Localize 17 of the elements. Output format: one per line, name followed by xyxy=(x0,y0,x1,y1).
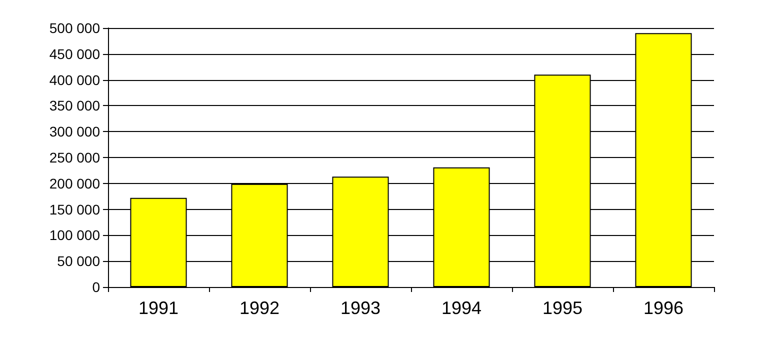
x-tick-label: 1991 xyxy=(138,298,179,318)
y-tick-label: 400 000 xyxy=(49,72,100,88)
y-tick-label: 0 xyxy=(92,279,100,295)
x-tick-label: 1993 xyxy=(340,298,381,318)
y-tick-label: 450 000 xyxy=(49,46,100,62)
y-tick-label: 300 000 xyxy=(49,124,100,140)
x-tick-label: 1992 xyxy=(239,298,280,318)
y-tick-label: 350 000 xyxy=(49,98,100,114)
y-tick-label: 250 000 xyxy=(49,150,100,166)
y-tick-label: 50 000 xyxy=(57,253,100,270)
x-tick-label: 1994 xyxy=(441,298,482,318)
y-tick-label: 500 000 xyxy=(49,20,100,36)
x-tick-label: 1996 xyxy=(643,298,684,318)
y-tick-label: 100 000 xyxy=(49,227,100,244)
y-tick-label: 150 000 xyxy=(49,201,100,218)
x-tick-label: 1995 xyxy=(542,298,583,318)
y-tick-label: 200 000 xyxy=(49,175,100,192)
